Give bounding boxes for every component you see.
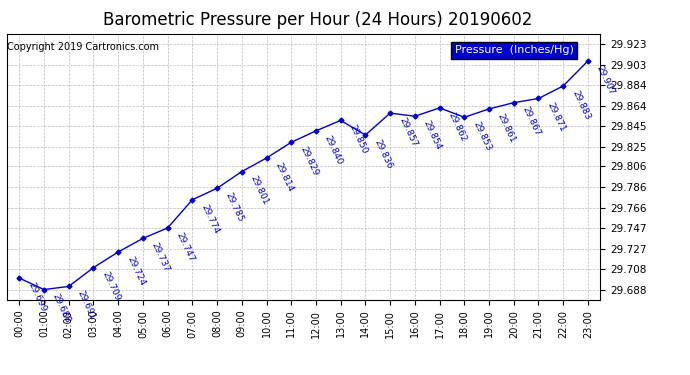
Text: 29.857: 29.857 <box>397 116 419 148</box>
Text: 29.853: 29.853 <box>471 120 493 152</box>
Legend: Pressure  (Inches/Hg): Pressure (Inches/Hg) <box>451 42 577 58</box>
Text: Barometric Pressure per Hour (24 Hours) 20190602: Barometric Pressure per Hour (24 Hours) … <box>103 11 532 29</box>
Text: 29.747: 29.747 <box>175 231 196 263</box>
Text: 29.737: 29.737 <box>150 241 171 273</box>
Text: Copyright 2019 Cartronics.com: Copyright 2019 Cartronics.com <box>8 42 159 52</box>
Text: 29.688: 29.688 <box>51 292 72 325</box>
Text: 29.907: 29.907 <box>595 64 616 96</box>
Text: 29.854: 29.854 <box>422 119 443 151</box>
Text: 29.836: 29.836 <box>373 138 394 170</box>
Text: 29.699: 29.699 <box>26 281 48 313</box>
Text: 29.871: 29.871 <box>545 101 567 134</box>
Text: 29.850: 29.850 <box>348 123 369 156</box>
Text: 29.691: 29.691 <box>76 289 97 321</box>
Text: 29.861: 29.861 <box>496 112 518 144</box>
Text: 29.709: 29.709 <box>100 270 122 303</box>
Text: 29.774: 29.774 <box>199 202 221 235</box>
Text: 29.814: 29.814 <box>273 161 295 193</box>
Text: 29.829: 29.829 <box>298 145 319 177</box>
Text: 29.801: 29.801 <box>248 174 270 207</box>
Text: 29.840: 29.840 <box>323 134 344 166</box>
Text: 29.862: 29.862 <box>446 111 468 143</box>
Text: 29.867: 29.867 <box>521 105 542 138</box>
Text: 29.785: 29.785 <box>224 191 246 224</box>
Text: 29.724: 29.724 <box>125 255 146 287</box>
Text: 29.883: 29.883 <box>570 89 591 121</box>
